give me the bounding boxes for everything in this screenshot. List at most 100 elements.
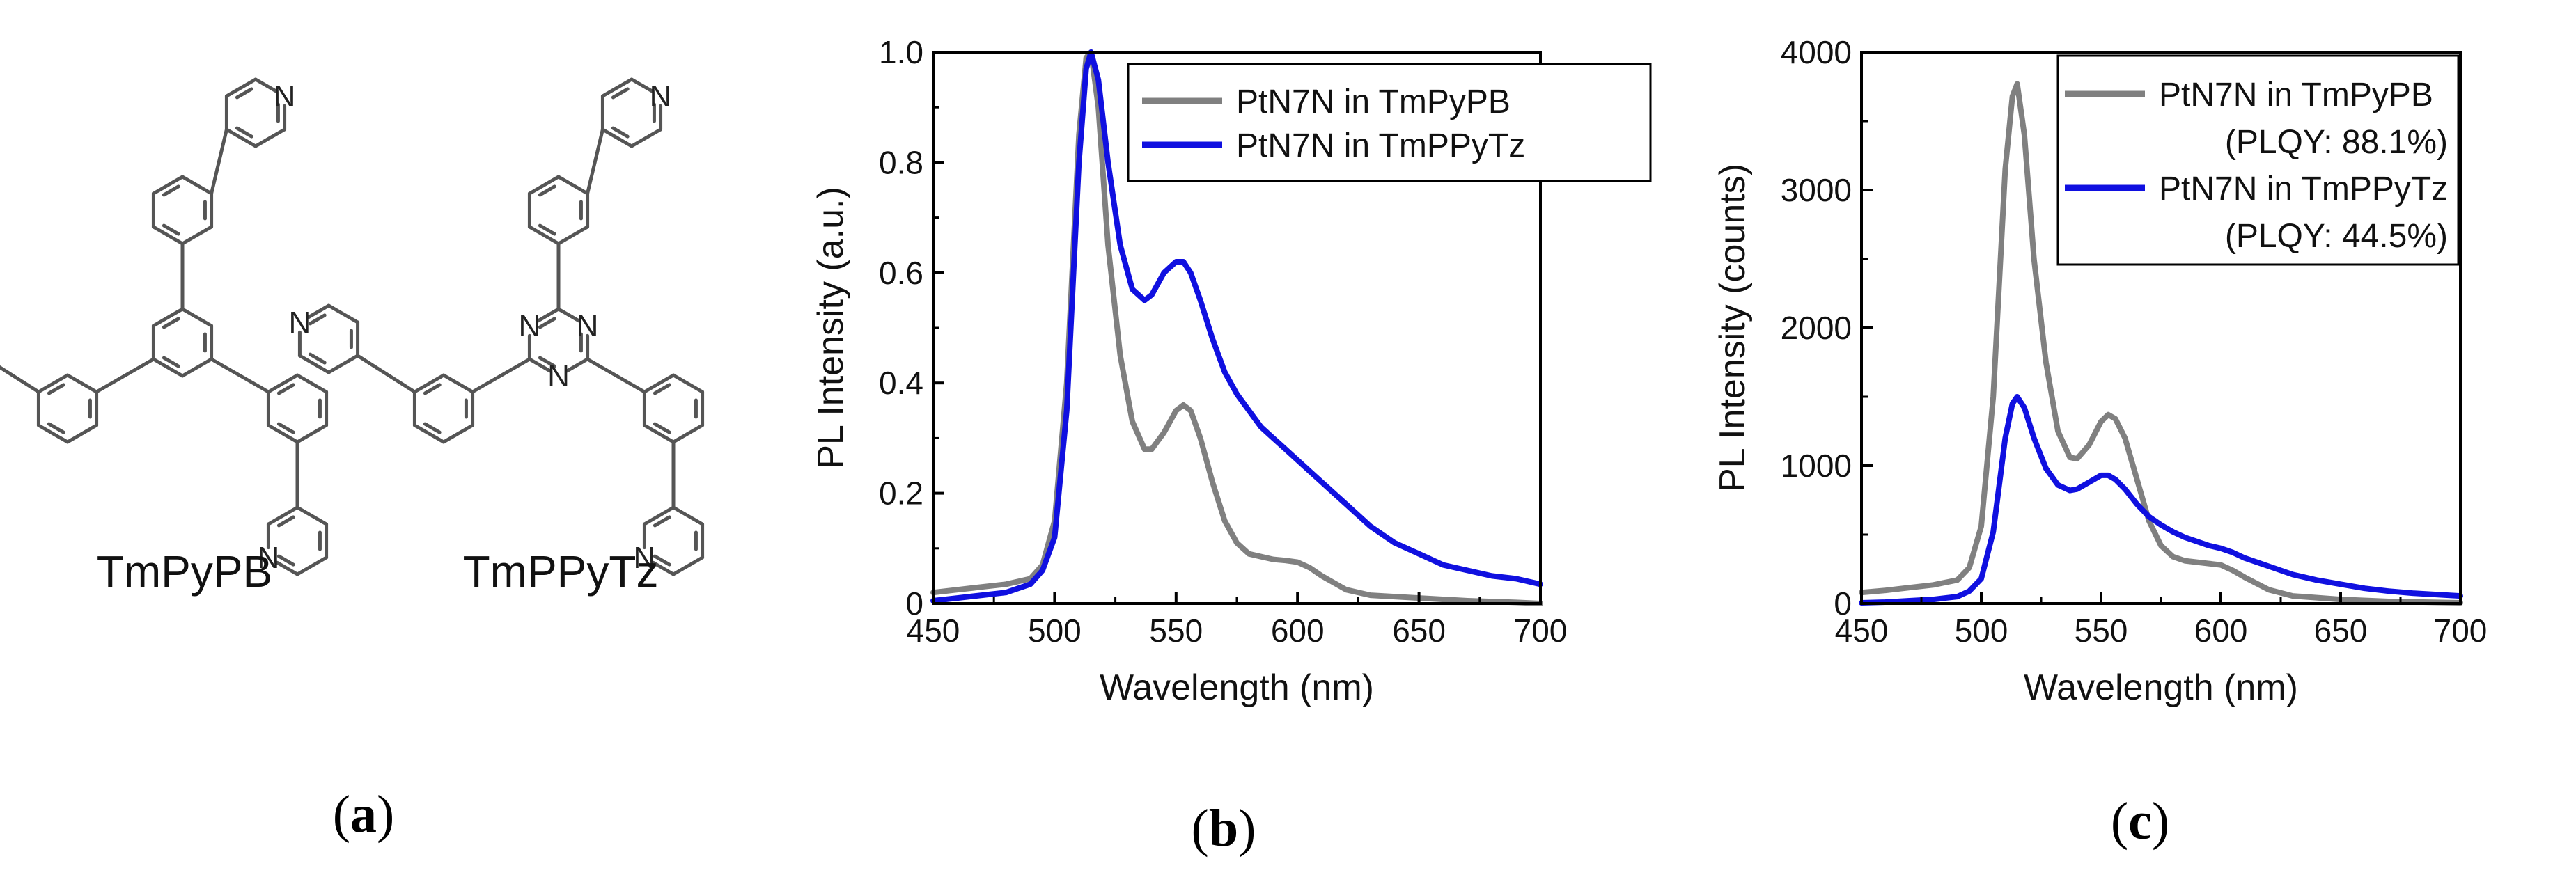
chart-c-legend: PtN7N in TmPyPB (PLQY: 88.1%) PtN7N in T… [2056, 54, 2460, 266]
tmppytz-left-pyridine-bond [327, 354, 360, 374]
panel-label-b: (b) [1192, 799, 1256, 858]
tmppytz-left-phenyl-double-bond [423, 422, 442, 434]
tmppytz-bottom-pyridine-bond [651, 560, 676, 576]
tmppytz-top-pyridine-double-bond [611, 87, 630, 100]
tmpypb-right-phenyl-bond [295, 373, 329, 394]
tmppytz-central-ring-double-bond [538, 356, 556, 368]
chart-c-x-tick-label: 600 [2194, 613, 2248, 649]
chart-c-y-axis-label: PL Intensity (counts) [1712, 164, 1753, 492]
link-bond [356, 354, 416, 394]
panel-label-a: (a) [333, 785, 395, 844]
chart-b-y-tick-label: 0.4 [879, 365, 923, 401]
tmpypb-bottom-pyridine-bond [295, 505, 329, 526]
tmppytz-left-phenyl-bond [412, 373, 446, 394]
tmpypb-top-pyridine-bond [224, 127, 258, 148]
chart-b-curves [930, 49, 1543, 606]
tmppytz-central-ring-bond [556, 307, 581, 323]
tmpypb-bottom-pyridine-double-bond [276, 554, 295, 567]
chart-b-ticks: 450 500 550 600 650 700 0 0.2 0.4 0.6 0.8 1.0 [879, 34, 1567, 649]
tmppytz-central-ring-bond [527, 357, 552, 373]
tmppytz-top-phenyl-bond [556, 225, 590, 246]
tmpypb-left-phenyl-bond [65, 373, 99, 394]
chart-b-y-tick-label: 0.2 [879, 475, 923, 512]
tmpypb-top-pyridine-double-bond [235, 87, 253, 100]
chart-c-y-tick-label: 3000 [1781, 172, 1852, 208]
tmpypb-left-phenyl-bond [36, 373, 70, 394]
chart-c-y-tick-label: 1000 [1781, 448, 1852, 484]
chart-c-x-axis-label: Wavelength (nm) [2024, 668, 2298, 708]
tmppytz-top-phenyl-double-bond [538, 223, 556, 236]
chart-b-y-tick-label: 1.0 [879, 34, 923, 70]
nitrogen-atom-symbol: N [274, 79, 296, 113]
chart-c-x-tick-label: 650 [2314, 613, 2368, 649]
chart-c-y-tick-label: 0 [1834, 585, 1852, 622]
link-bond [210, 127, 228, 196]
tmpypb-central-ring-bond [151, 357, 185, 378]
tmppytz-top-phenyl-double-bond [538, 184, 556, 197]
tmpypb-central-ring-double-bond [162, 317, 180, 329]
nitrogen-atom-symbol: N [650, 79, 672, 113]
tmppytz-top-phenyl-bond [527, 175, 561, 196]
tmppytz-left-pyridine-double-bond [308, 352, 327, 365]
tmppytz-top-pyridine-bond [600, 77, 634, 98]
chart-c-x-tick-label: 450 [1835, 613, 1889, 649]
tmppytz-left-pyridine-bond [327, 303, 360, 324]
tmppytz-bottom-pyridine-bond [642, 505, 676, 526]
tmpypb-top-phenyl-double-bond [162, 223, 180, 236]
nitrogen-atom-symbol: N [634, 541, 656, 575]
chart-c-y-tick-label: 4000 [1781, 34, 1852, 70]
tmppytz-left-pyridine-double-bond [308, 313, 327, 326]
chart-c-legend-tmpypb: PtN7N in TmPyPB [2159, 77, 2433, 113]
tmppytz-central-ring-bond [536, 307, 561, 323]
panel-label-c: (c) [2111, 792, 2169, 851]
chart-b-legend-tmppytz: PtN7N in TmPPyTz [1236, 127, 1525, 164]
chart-b-legend-tmpypb: PtN7N in TmPyPB [1236, 84, 1511, 120]
chart-c-legend-tmpypb-plqy: (PLQY: 88.1%) [2225, 124, 2448, 161]
tmpypb-top-phenyl-bond [151, 175, 185, 196]
chart-c-y-tick-label: 2000 [1781, 310, 1852, 346]
tmppytz-top-pyridine-bond [630, 127, 663, 148]
molecule-label-tmpypb: TmPyPB [97, 546, 272, 597]
nitrogen-atom-symbol: N [289, 306, 311, 340]
link-bond [586, 357, 646, 394]
tmppytz-top-phenyl-bond [527, 225, 561, 246]
chemical-structures: NNNNNNNNN [0, 77, 705, 576]
chart-c-ticks: 450 500 550 600 650 700 0 1000 2000 3000 4000 [1781, 34, 2488, 649]
tmppytz-left-phenyl-bond [442, 423, 475, 444]
chart-b-x-axis-label: Wavelength (nm) [1100, 668, 1374, 708]
nitrogen-atom-symbol: N [577, 309, 599, 343]
tmppytz-bottom-pyridine-double-bond [653, 554, 671, 567]
link-bond [210, 357, 270, 394]
chart-c-series-1-line [1859, 394, 2463, 606]
molecule-label-tmppytz: TmPPyTz [463, 546, 659, 597]
tmpypb-left-phenyl-bond [36, 423, 70, 444]
tmpypb-right-phenyl-bond [266, 423, 299, 444]
chart-c: 450 500 550 600 650 700 0 1000 2000 3000 4000 Wave… [1712, 34, 2487, 708]
chart-b-legend: PtN7N in TmPyPB PtN7N in TmPPyTz [1127, 63, 1652, 182]
tmpypb-central-ring-bond [180, 307, 214, 328]
chart-c-legend-box [2056, 54, 2460, 266]
link-bond [0, 365, 40, 394]
tmpypb-top-phenyl-bond [180, 225, 214, 246]
chart-b-y-tick-label: 0.6 [879, 255, 923, 291]
tmpypb-top-phenyl-double-bond [162, 184, 180, 197]
tmppytz-left-phenyl-double-bond [423, 383, 442, 395]
tmppytz-top-pyridine-double-bond [611, 126, 630, 139]
tmpypb-top-phenyl-bond [151, 225, 185, 246]
chart-b-x-tick-label: 600 [1271, 613, 1325, 649]
tmpypb-top-pyridine-double-bond [235, 126, 253, 139]
link-bond [95, 357, 155, 394]
chart-b-y-tick-label: 0.8 [879, 144, 923, 180]
link-bond [471, 357, 531, 394]
chart-c-legend-tmppytz: PtN7N in TmPPyTz [2159, 171, 2448, 207]
tmppytz-central-ring-double-bond [538, 317, 556, 329]
chart-b-y-tick-label: 0 [905, 585, 923, 622]
nitrogen-atom-symbol: N [519, 309, 541, 343]
tmppytz-left-pyridine-bond [297, 354, 331, 374]
tmppytz-right-phenyl-double-bond [653, 383, 671, 395]
chart-b-x-tick-label: 650 [1392, 613, 1446, 649]
tmppytz-right-phenyl-bond [671, 373, 705, 394]
chart-b-x-tick-label: 550 [1149, 613, 1203, 649]
chart-c-x-tick-label: 550 [2075, 613, 2128, 649]
chart-c-curves [1859, 81, 2463, 606]
